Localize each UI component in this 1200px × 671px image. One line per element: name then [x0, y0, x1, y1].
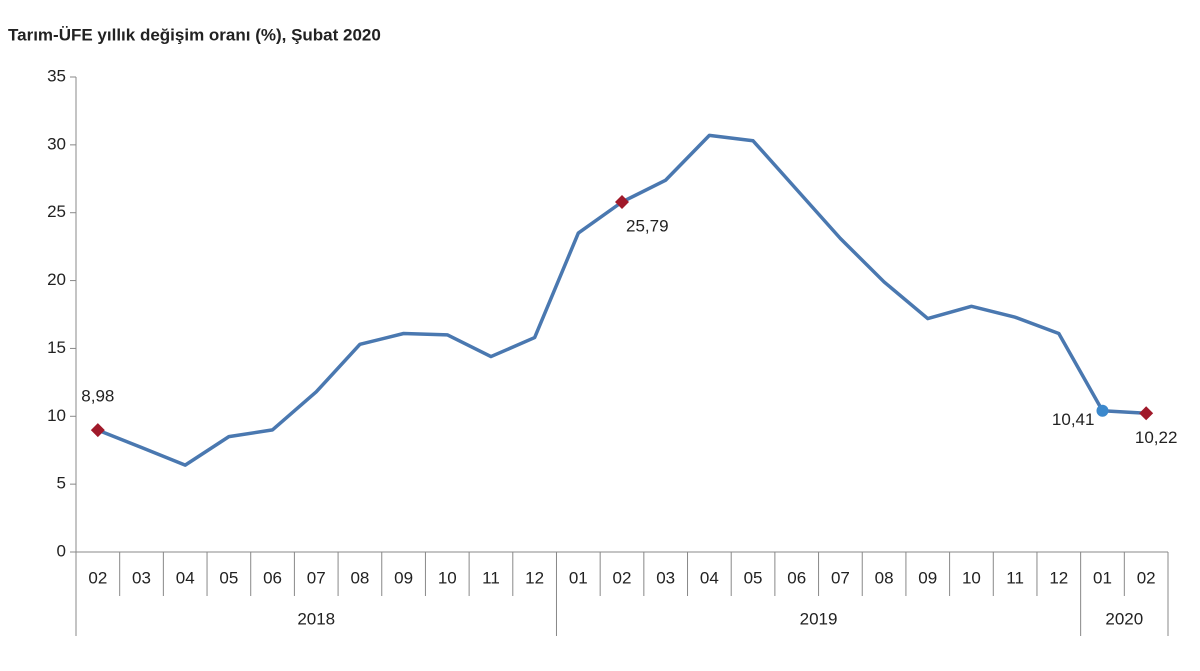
x-tick-label: 06 — [787, 568, 806, 587]
chart-title: Tarım-ÜFE yıllık değişim oranı (%), Şuba… — [8, 25, 381, 44]
x-tick-label: 07 — [307, 568, 326, 587]
point-marker — [1096, 404, 1109, 417]
x-tick-label: 09 — [394, 568, 413, 587]
x-tick-label: 11 — [482, 568, 500, 587]
point-marker — [1139, 406, 1154, 421]
point-marker — [90, 423, 105, 438]
data-label: 10,41 — [1052, 410, 1095, 429]
data-label: 25,79 — [626, 216, 669, 235]
y-tick-label: 5 — [57, 474, 66, 493]
x-tick-label: 10 — [962, 568, 981, 587]
x-tick-label: 05 — [744, 568, 763, 587]
y-tick-label: 20 — [47, 270, 66, 289]
x-tick-label: 09 — [918, 568, 937, 587]
series-line — [97, 133, 1147, 467]
x-tick-label: 04 — [700, 568, 719, 587]
x-tick-label: 03 — [132, 568, 151, 587]
y-tick-label: 25 — [47, 202, 66, 221]
y-tick-label: 15 — [47, 338, 66, 357]
x-tick-label: 12 — [525, 568, 544, 587]
x-tick-label: 11 — [1006, 568, 1024, 587]
y-tick-label: 30 — [47, 134, 66, 153]
x-tick-label: 05 — [219, 568, 238, 587]
point-marker — [615, 194, 629, 209]
data-label: 8,98 — [81, 387, 114, 406]
x-tick-label: 03 — [656, 568, 675, 587]
y-tick-label: 35 — [47, 66, 66, 85]
x-tick-label: 07 — [831, 568, 850, 587]
x-tick-label: 01 — [1093, 568, 1112, 587]
y-tick-label: 10 — [47, 406, 66, 425]
x-tick-label: 10 — [438, 568, 457, 587]
x-tick-label: 01 — [569, 568, 588, 587]
data-label: 10,22 — [1135, 428, 1178, 447]
x-tick-label: 02 — [88, 568, 107, 587]
group-label: 2018 — [297, 609, 335, 628]
y-tick-label: 0 — [57, 541, 66, 560]
x-tick-label: 08 — [875, 568, 894, 587]
x-tick-label: 02 — [1137, 568, 1156, 587]
x-tick-label: 08 — [350, 568, 369, 587]
x-tick-label: 02 — [613, 568, 632, 587]
x-tick-label: 06 — [263, 568, 282, 587]
group-label: 2019 — [800, 609, 838, 628]
x-tick-label: 04 — [176, 568, 195, 587]
x-tick-label: 12 — [1049, 568, 1068, 587]
group-label: 2020 — [1105, 609, 1143, 628]
